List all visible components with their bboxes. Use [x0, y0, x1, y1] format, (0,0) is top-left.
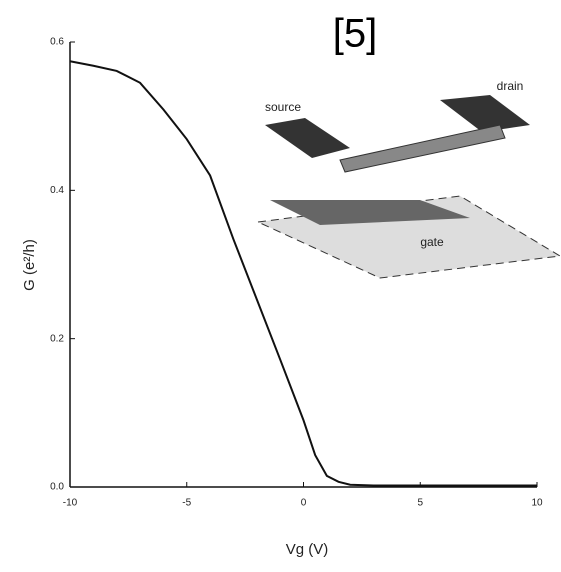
y-tick-label: 0.4 — [50, 185, 64, 196]
x-tick-label: -5 — [182, 498, 191, 509]
y-tick-label: 0.2 — [50, 333, 64, 344]
y-axis-label: G (e²/h) — [21, 239, 38, 291]
nanotube — [339, 124, 506, 173]
annotation: gate — [420, 235, 444, 249]
annotation: source — [265, 100, 301, 114]
y-tick-label: 0.0 — [50, 482, 64, 493]
drain-electrode — [440, 95, 530, 132]
x-tick-label: -10 — [63, 498, 78, 509]
x-axis-label: Vg (V) — [286, 541, 329, 558]
x-tick-label: 5 — [417, 498, 423, 509]
y-tick-label: 0.6 — [50, 37, 64, 48]
data-line — [69, 60, 537, 487]
x-tick-label: 0 — [301, 498, 307, 509]
source-electrode — [265, 118, 350, 158]
chart-title: [5] — [333, 12, 377, 56]
inset-diagram — [256, 95, 561, 279]
gate-shading — [270, 200, 470, 225]
annotation: drain — [497, 79, 524, 93]
x-tick-label: 10 — [531, 498, 543, 509]
